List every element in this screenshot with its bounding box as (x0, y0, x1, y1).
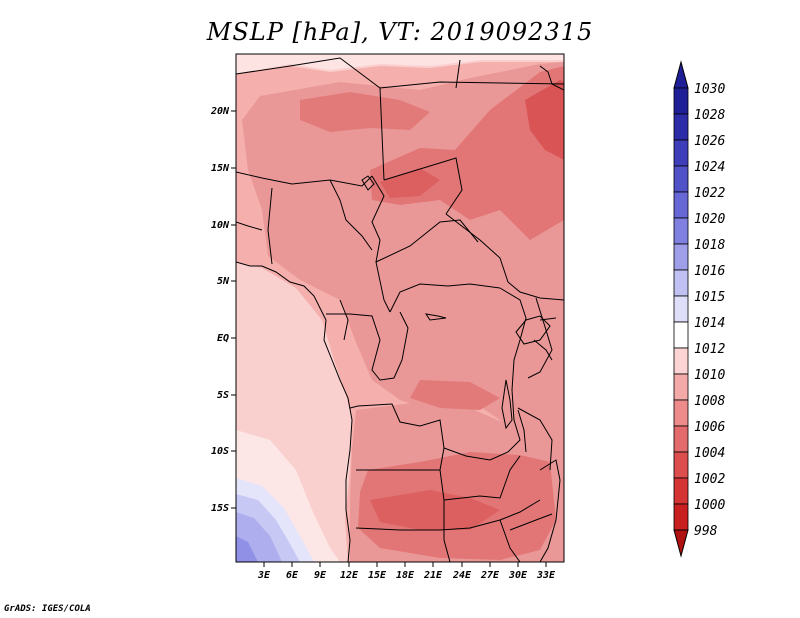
credit-label: GrADS: IGES/COLA (4, 604, 91, 614)
colorbar-level-label: 1015 (694, 290, 725, 305)
colorbar-level-label: 1000 (694, 498, 725, 513)
colorbar-swatch (673, 347, 689, 375)
map-frame (235, 53, 565, 563)
lat-label: 15S (211, 503, 229, 514)
colorbar-swatch (673, 321, 689, 349)
colorbar-swatch (673, 451, 689, 479)
lat-label: 10N (211, 220, 230, 231)
colorbar-swatch (673, 165, 689, 193)
pressure-field (236, 54, 564, 562)
colorbar-swatch (673, 191, 689, 219)
lat-label: 5N (217, 276, 230, 287)
colorbar-level-label: 1010 (694, 368, 725, 383)
colorbar-level-label: 1002 (694, 472, 725, 487)
lon-label: 18E (396, 570, 415, 581)
colorbar-bottom-arrow (673, 529, 689, 558)
lon-label: 12E (340, 570, 359, 581)
lon-label: 27E (480, 570, 500, 581)
lon-label: 3E (257, 570, 271, 581)
colorbar-swatch (673, 425, 689, 453)
colorbar-level-label: 1008 (694, 394, 725, 409)
lat-label: 5S (217, 390, 229, 401)
colorbar-top-arrow (673, 60, 689, 89)
lat-label: 15N (211, 163, 230, 174)
colorbar-level-label: 1014 (694, 316, 725, 331)
country-borders (236, 57, 564, 562)
lon-label: 15E (368, 570, 387, 581)
colorbar-swatch (673, 269, 689, 297)
colorbar-level-label: 1020 (694, 212, 725, 227)
colorbar-swatch (673, 87, 689, 115)
lon-label: 30E (508, 570, 528, 581)
latitude-axis: 20N 15N 10N 5N EQ 5S 10S 15S (210, 106, 236, 514)
colorbar-swatch (673, 113, 689, 141)
colorbar-level-label: 1026 (694, 134, 725, 149)
colorbar-level-label: 1024 (694, 160, 725, 175)
lon-label: 6E (286, 570, 299, 581)
lat-label: 10S (211, 446, 229, 457)
colorbar-swatch (673, 503, 689, 531)
colorbar-level-label: 1004 (694, 446, 725, 461)
lon-label: 33E (536, 570, 556, 581)
colorbar-level-label: 1006 (694, 420, 725, 435)
colorbar-level-label: 998 (694, 524, 718, 539)
colorbar: 1030 1028 1026 1024 1022 1020 1018 1016 1015 1014… (673, 60, 725, 558)
colorbar-swatch (673, 477, 689, 505)
colorbar-swatch (673, 217, 689, 245)
colorbar-swatch (673, 243, 689, 271)
lat-label: 20N (210, 106, 230, 117)
lon-label: 21E (423, 570, 443, 581)
colorbar-level-label: 1022 (694, 186, 725, 201)
colorbar-level-label: 1012 (694, 342, 725, 357)
colorbar-swatch (673, 139, 689, 167)
colorbar-swatch (673, 399, 689, 427)
colorbar-level-label: 1016 (694, 264, 725, 279)
lon-label: 24E (452, 570, 472, 581)
lat-label: EQ (217, 333, 229, 344)
lon-label: 9E (314, 570, 327, 581)
longitude-axis: 3E 6E 9E 12E 15E 18E 21E 24E 27E 30E 33E (257, 562, 556, 581)
colorbar-swatch (673, 295, 689, 323)
colorbar-level-label: 1030 (694, 82, 725, 97)
colorbar-level-label: 1028 (694, 108, 725, 123)
colorbar-level-label: 1018 (694, 238, 725, 253)
map-title: MSLP [hPa], VT: 2019092315 (206, 18, 594, 46)
colorbar-swatch (673, 373, 689, 401)
